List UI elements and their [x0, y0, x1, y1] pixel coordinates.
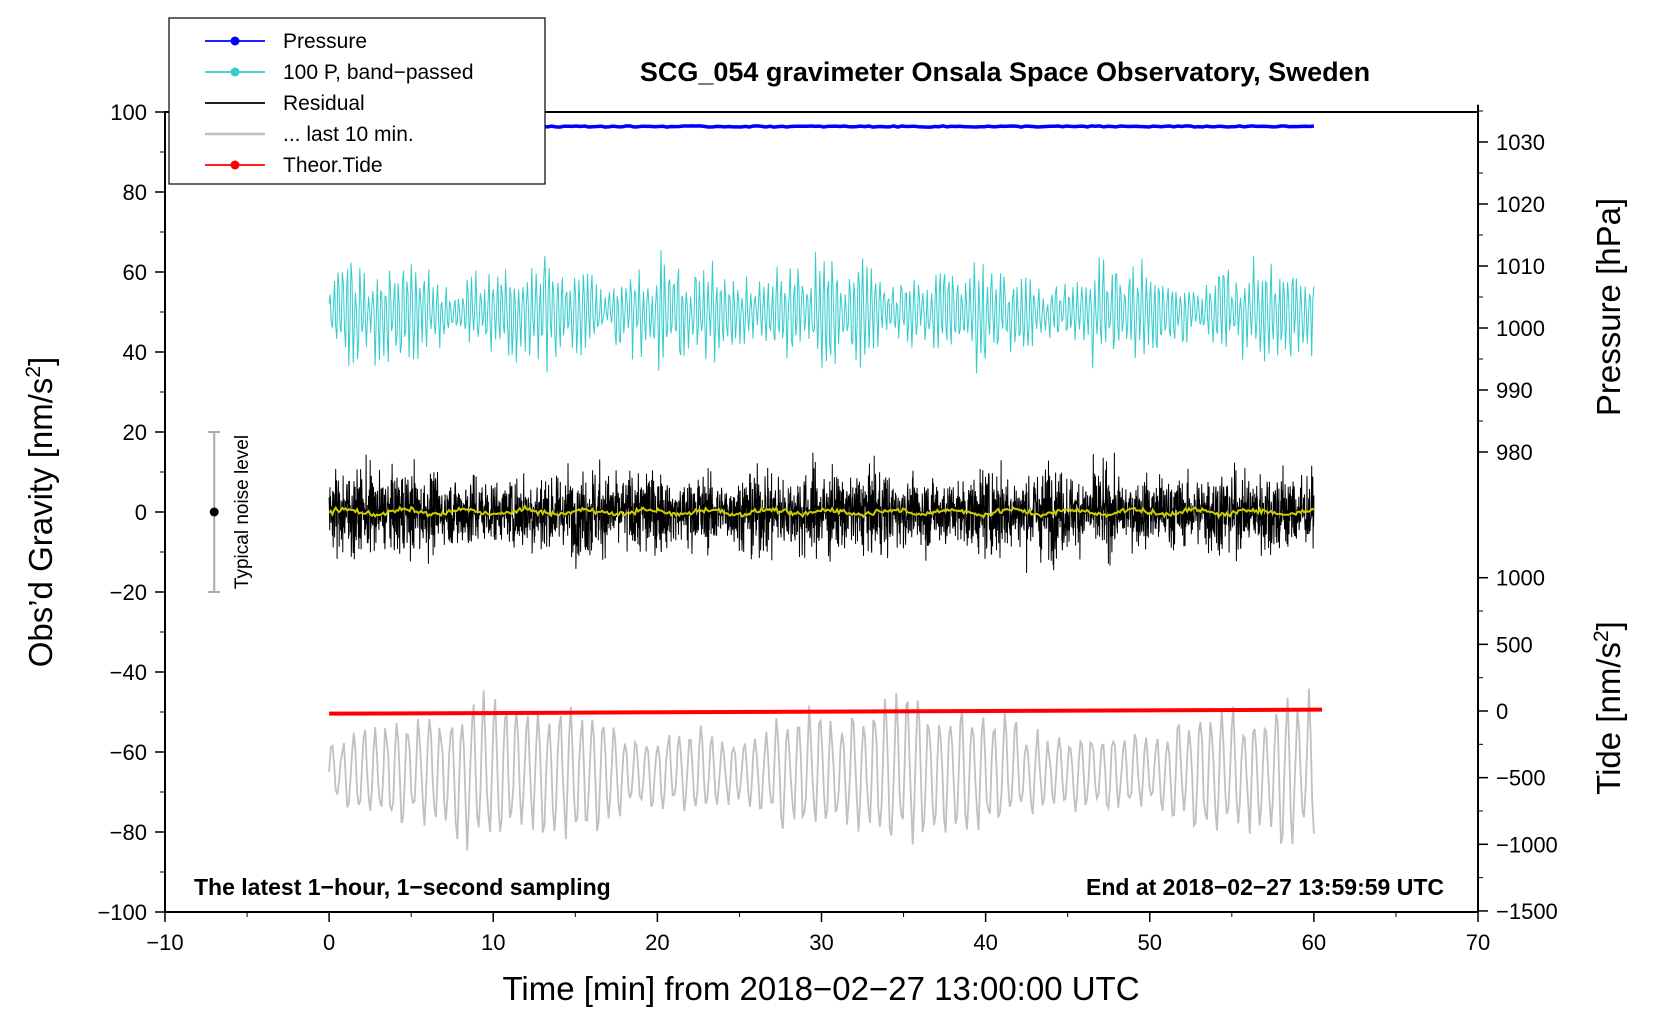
noise-level-indicator: Typical noise level — [208, 431, 253, 593]
x-tick-label: 70 — [1466, 930, 1490, 955]
x-tick-label: −10 — [146, 930, 183, 955]
legend-label: Residual — [283, 92, 365, 115]
x-tick-label: 30 — [809, 930, 833, 955]
legend-swatch-marker — [230, 160, 240, 170]
pressure-tick-label: 980 — [1496, 440, 1533, 465]
y-axis-title-left-sup: 2 — [22, 366, 45, 378]
y-tick-label: 60 — [123, 260, 147, 285]
x-tick-label: 50 — [1138, 930, 1162, 955]
pressure-tick-label: 1010 — [1496, 254, 1545, 279]
x-tick-label: 20 — [645, 930, 669, 955]
y-tick-label: 100 — [110, 100, 147, 125]
axes-layer: −10 0 10 20 30 40 50 60 70100806040200−20−40−60−… — [97, 100, 1557, 955]
y-tick-label: 40 — [123, 340, 147, 365]
x-tick-label: 40 — [973, 930, 997, 955]
pressure-tick-label: 990 — [1496, 378, 1533, 403]
y-axis-title-left: Obs’d Gravity [nm/s2] — [22, 357, 59, 668]
y-axis-title-left-close: ] — [22, 357, 59, 366]
x-tick-label: 10 — [481, 930, 505, 955]
legend-label: 100 P, band−passed — [283, 61, 474, 84]
y-tick-label: 80 — [123, 180, 147, 205]
y-axis-title-tide-text: Tide [nm/s — [1590, 642, 1627, 795]
y-axis-title-tide-close: ] — [1590, 621, 1627, 630]
pressure-tick-label: 1030 — [1496, 130, 1545, 155]
tide-tick-label: 0 — [1496, 699, 1508, 724]
tide-tick-label: −500 — [1496, 766, 1546, 791]
y-tick-label: 0 — [135, 500, 147, 525]
tide-tick-label: 1000 — [1496, 566, 1545, 591]
y-axis-title-tide-sup: 2 — [1590, 630, 1613, 642]
legend-label: ... last 10 min. — [283, 123, 414, 146]
noise-level-label: Typical noise level — [232, 435, 253, 589]
y-tick-label: −100 — [97, 900, 147, 925]
legend: Pressure 100 P, band−passed Residual ... la… — [168, 17, 546, 185]
y-axis-title-tide: Tide [nm/s2] — [1590, 621, 1627, 795]
annotation-sampling: The latest 1−hour, 1−second sampling — [194, 874, 611, 900]
series-smoothed-residual — [328, 503, 1315, 520]
annotation-end-time: End at 2018−02−27 13:59:59 UTC — [1086, 874, 1444, 900]
tide-tick-label: −1500 — [1496, 899, 1558, 924]
legend-swatch-marker — [230, 36, 240, 46]
legend-label: Theor.Tide — [283, 154, 383, 177]
tide-tick-label: −1000 — [1496, 832, 1558, 857]
legend-label: Pressure — [283, 30, 367, 53]
pressure-tick-label: 1000 — [1496, 316, 1545, 341]
pressure-tick-label: 1020 — [1496, 192, 1545, 217]
legend-swatch-marker — [230, 67, 240, 77]
y-tick-label: −40 — [110, 660, 147, 685]
legend-items: Pressure 100 P, band−passed Residual ... la… — [205, 30, 474, 177]
legend-box — [168, 17, 546, 185]
series-band-passed-pressure — [328, 250, 1315, 374]
y-axis-title-pressure: Pressure [hPa] — [1590, 198, 1627, 416]
series-residual — [328, 452, 1315, 574]
chart-title: SCG_054 gravimeter Onsala Space Observat… — [640, 57, 1370, 87]
tide-tick-label: 500 — [1496, 632, 1533, 657]
series-last-10-min — [328, 688, 1315, 851]
x-axis-title: Time [min] from 2018−02−27 13:00:00 UTC — [502, 970, 1139, 1007]
y-tick-label: −80 — [110, 820, 147, 845]
series-layer — [328, 124, 1323, 851]
y-tick-label: −20 — [110, 580, 147, 605]
x-tick-label: 0 — [323, 930, 335, 955]
noise-bar-center-dot — [209, 507, 219, 517]
y-tick-label: −60 — [110, 740, 147, 765]
series-theoretical-tide — [329, 707, 1323, 716]
x-tick-label: 60 — [1302, 930, 1326, 955]
y-axis-title-left-text: Obs’d Gravity [nm/s — [22, 378, 59, 668]
y-tick-label: 20 — [123, 420, 147, 445]
